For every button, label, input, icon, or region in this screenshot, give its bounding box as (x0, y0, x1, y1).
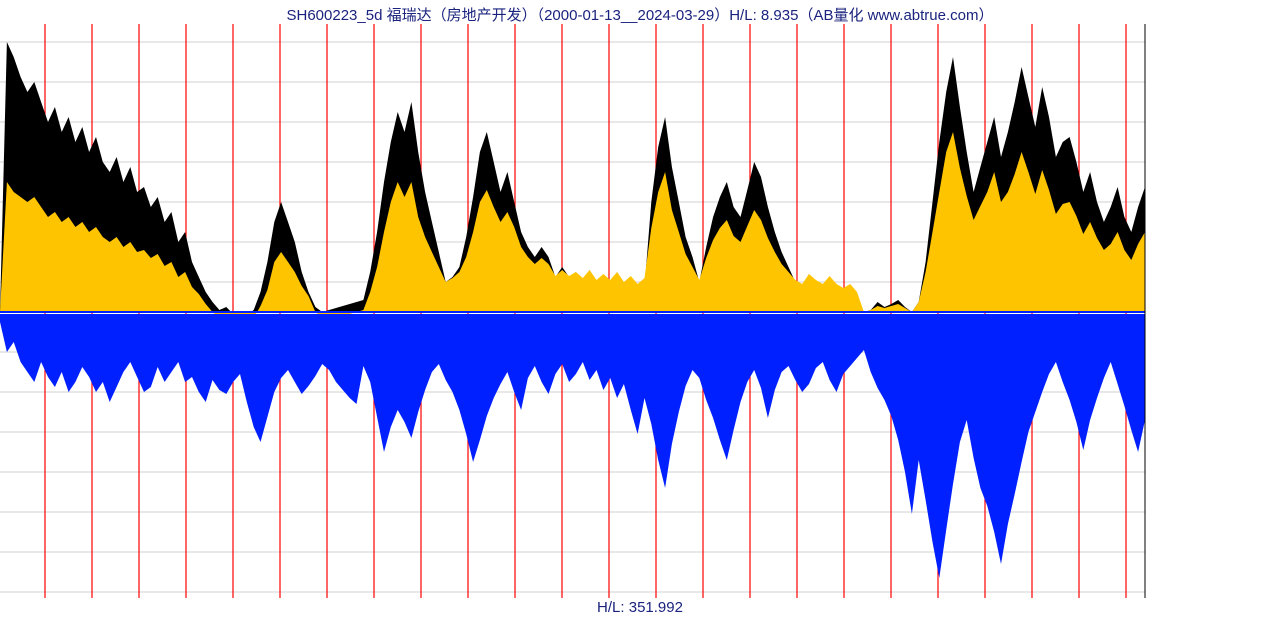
chart-footer: H/L: 351.992 (0, 599, 1280, 616)
stock-chart (0, 22, 1280, 598)
